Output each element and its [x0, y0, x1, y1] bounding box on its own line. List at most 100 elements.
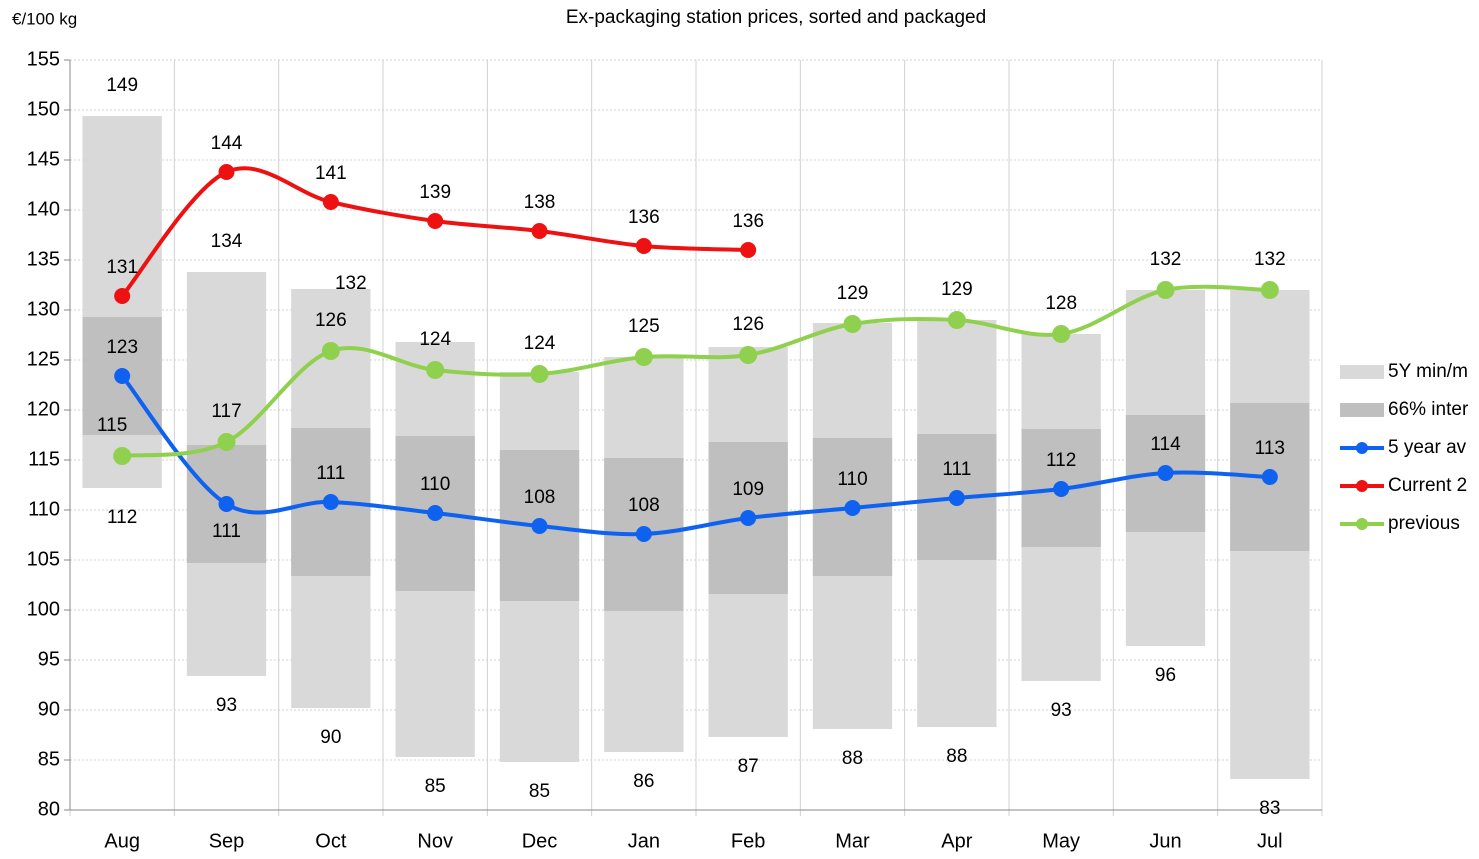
legend-swatch — [1356, 480, 1368, 492]
data-label: 124 — [419, 329, 451, 350]
legend-label: 66% inter — [1388, 399, 1469, 420]
data-label: 139 — [419, 182, 451, 203]
y-tick-label: 85 — [38, 748, 60, 770]
range-max-label: 134 — [211, 231, 243, 252]
legend-swatch — [1356, 518, 1368, 530]
chart-title: Ex-packaging station prices, sorted and … — [566, 7, 986, 28]
marker — [322, 194, 339, 210]
legend-label: 5Y min/m — [1388, 361, 1468, 382]
marker — [634, 348, 653, 366]
y-axis-label: €/100 kg — [12, 9, 77, 28]
marker — [218, 164, 235, 180]
data-label: 112 — [1046, 450, 1076, 471]
data-label: 123 — [106, 337, 138, 358]
marker — [1053, 481, 1070, 497]
range-min-label: 87 — [738, 756, 759, 777]
marker — [426, 361, 445, 379]
marker — [531, 518, 548, 534]
data-label: 131 — [106, 257, 138, 278]
marker — [217, 433, 236, 451]
data-label: 110 — [420, 474, 450, 495]
x-tick-label: Feb — [731, 830, 765, 852]
data-label: 138 — [524, 192, 556, 213]
data-label: 125 — [628, 316, 660, 337]
x-tick-label: Sep — [209, 830, 245, 852]
marker — [948, 490, 965, 506]
data-label: 111 — [316, 463, 345, 484]
y-tick-label: 105 — [27, 548, 60, 570]
marker — [218, 496, 235, 512]
range-min-label: 85 — [529, 781, 550, 802]
y-tick-label: 125 — [27, 348, 60, 370]
y-tick-label: 145 — [27, 148, 60, 170]
marker — [114, 368, 131, 384]
x-tick-label: Jun — [1149, 830, 1181, 852]
data-label: 111 — [212, 521, 241, 542]
data-label: 129 — [941, 279, 973, 300]
legend-label: Current 2 — [1388, 475, 1467, 496]
data-label: 132 — [1254, 249, 1286, 270]
range-min-label: 112 — [107, 507, 137, 528]
marker — [322, 494, 339, 510]
y-tick-label: 100 — [27, 598, 60, 620]
marker — [530, 365, 549, 383]
range-min-label: 93 — [1051, 700, 1072, 721]
legend-label: 5 year av — [1388, 437, 1467, 458]
data-label: 126 — [732, 314, 764, 335]
range-min-label: 83 — [1259, 798, 1280, 819]
marker — [321, 342, 340, 360]
data-label: 109 — [732, 479, 764, 500]
y-tick-label: 135 — [27, 248, 60, 270]
range-min-label: 93 — [216, 695, 237, 716]
marker — [114, 288, 131, 304]
data-label: 111 — [942, 459, 971, 480]
marker — [1261, 469, 1278, 485]
data-label: 128 — [1045, 293, 1077, 314]
data-label: 141 — [315, 163, 347, 184]
y-tick-label: 90 — [38, 698, 60, 720]
y-tick-label: 120 — [27, 398, 60, 420]
y-tick-label: 115 — [28, 448, 60, 470]
x-tick-label: Apr — [941, 830, 972, 852]
data-label: 113 — [1255, 438, 1285, 459]
legend-label: previous — [1388, 513, 1460, 534]
x-tick-label: Jul — [1257, 830, 1283, 852]
x-tick-label: Jan — [628, 830, 660, 852]
marker — [844, 500, 861, 516]
marker — [635, 238, 652, 254]
data-label: 126 — [315, 310, 347, 331]
marker — [635, 526, 652, 542]
range-min-label: 88 — [842, 748, 863, 769]
data-label: 114 — [1150, 434, 1181, 455]
data-label: 144 — [211, 133, 243, 154]
y-tick-label: 80 — [38, 798, 60, 820]
y-tick-label: 150 — [27, 98, 60, 120]
data-label: 132 — [1150, 249, 1182, 270]
y-tick-label: 140 — [27, 198, 60, 220]
marker — [427, 505, 444, 521]
data-label: 110 — [837, 469, 867, 490]
y-tick-label: 155 — [27, 48, 60, 70]
marker — [1157, 465, 1174, 481]
x-tick-label: Oct — [315, 830, 347, 852]
marker — [1052, 325, 1071, 343]
marker — [1260, 281, 1279, 299]
range-min-label: 86 — [633, 771, 654, 792]
marker — [740, 242, 757, 258]
y-tick-label: 130 — [27, 298, 60, 320]
marker — [427, 213, 444, 229]
marker — [740, 510, 757, 526]
range-min-label: 88 — [946, 746, 967, 767]
marker — [1156, 281, 1175, 299]
data-label: 129 — [837, 283, 869, 304]
marker — [113, 447, 132, 465]
data-label: 124 — [524, 333, 556, 354]
y-tick-label: 110 — [28, 498, 60, 520]
marker — [843, 315, 862, 333]
data-label: 136 — [628, 207, 660, 228]
x-tick-label: Dec — [522, 830, 558, 852]
range-max-label: 132 — [335, 273, 367, 294]
y-tick-label: 95 — [38, 648, 60, 670]
data-label: 115 — [97, 415, 127, 436]
